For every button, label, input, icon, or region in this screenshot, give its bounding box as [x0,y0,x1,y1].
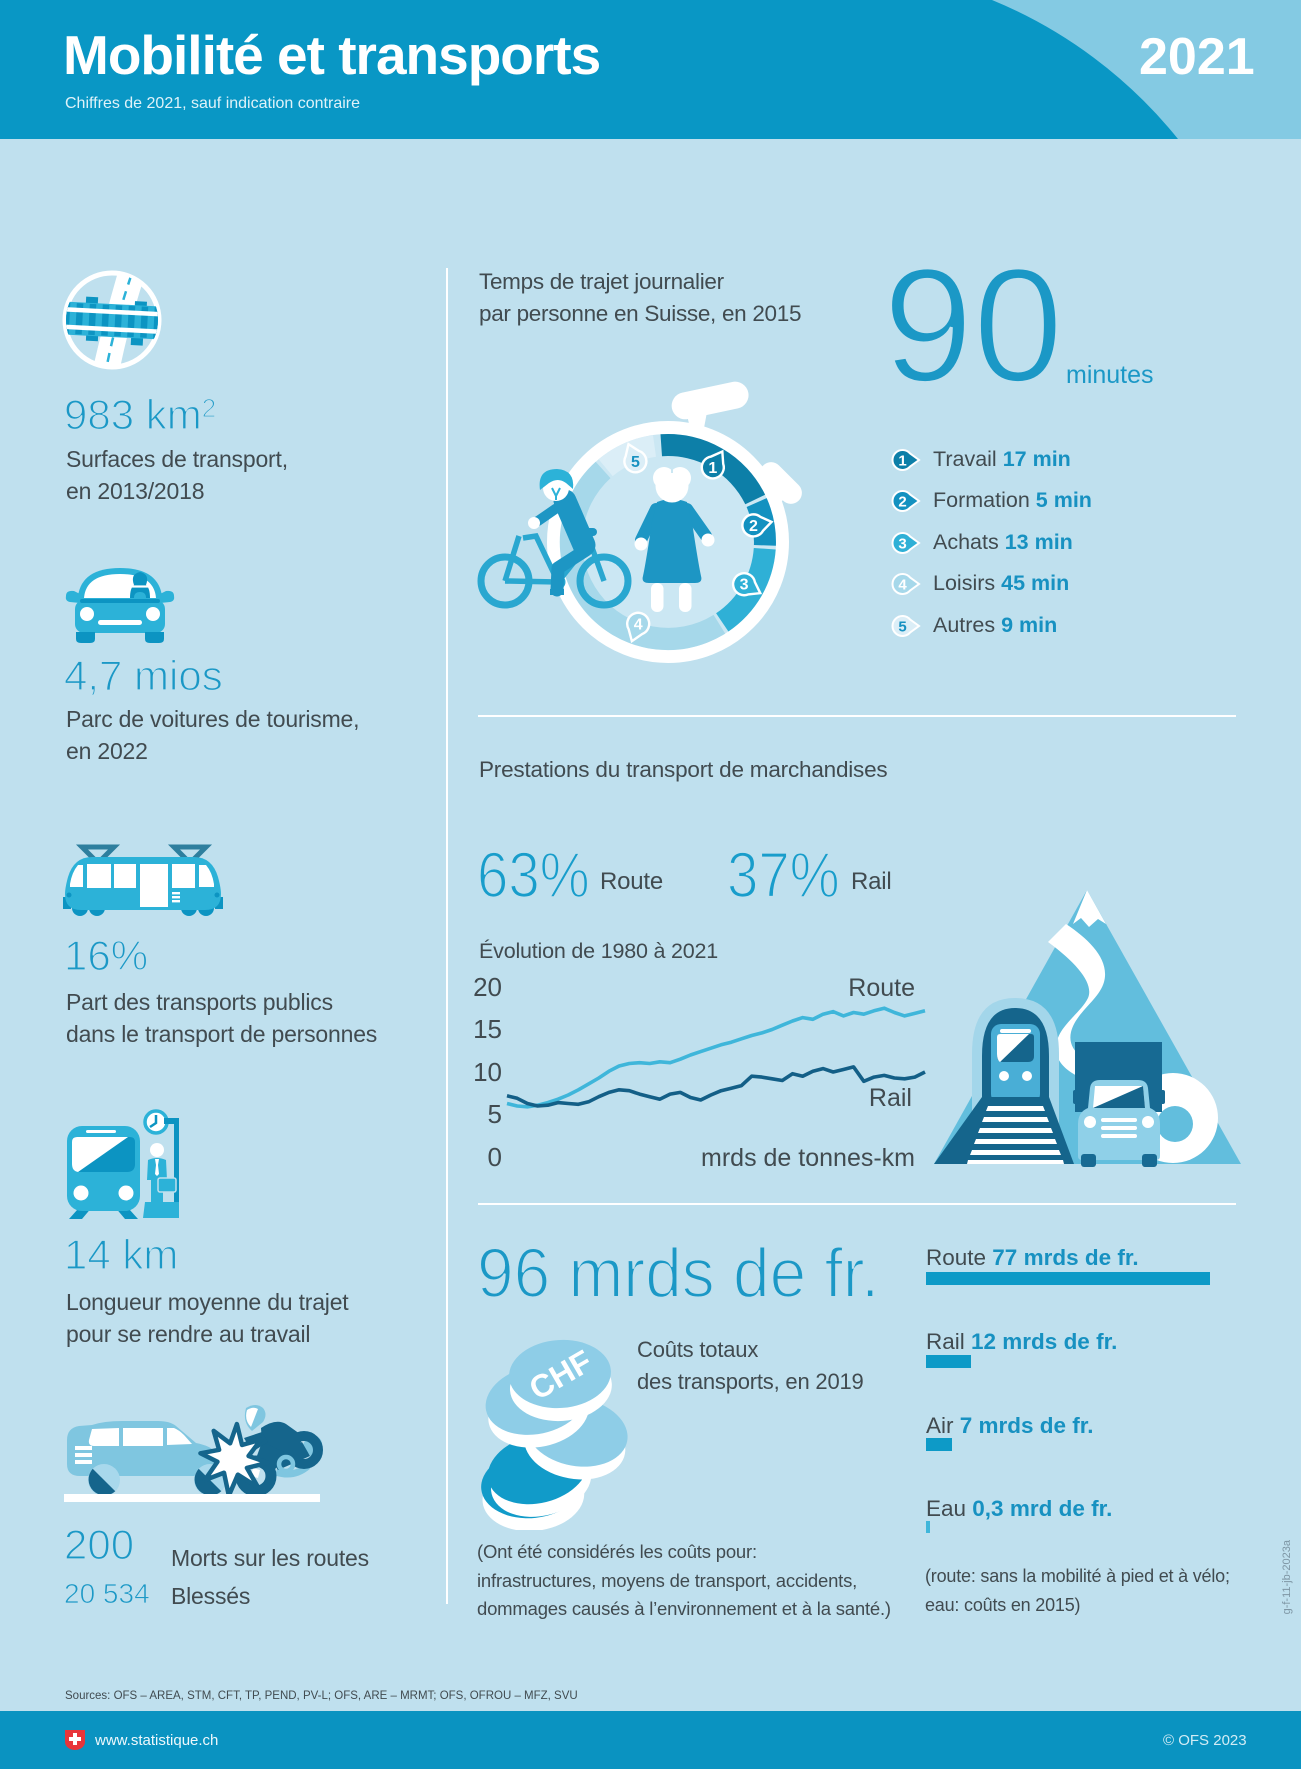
svg-text:3: 3 [898,536,906,553]
svg-text:Route: Route [848,975,915,1002]
svg-text:10: 10 [473,1057,502,1087]
svg-text:4: 4 [634,616,643,633]
svg-text:1: 1 [898,453,906,470]
svg-text:Rail: Rail [869,1084,912,1112]
svg-text:1: 1 [708,460,717,477]
svg-text:5: 5 [631,454,640,471]
svg-text:2: 2 [749,518,758,535]
svg-text:5: 5 [898,619,906,636]
svg-text:mrds de tonnes-km: mrds de tonnes-km [701,1144,915,1172]
svg-text:15: 15 [473,1014,502,1044]
svg-text:4: 4 [898,577,907,594]
svg-text:0: 0 [488,1142,502,1172]
svg-text:20: 20 [473,975,502,1002]
svg-text:2: 2 [898,494,906,511]
svg-text:3: 3 [740,577,749,594]
svg-text:5: 5 [488,1099,502,1129]
